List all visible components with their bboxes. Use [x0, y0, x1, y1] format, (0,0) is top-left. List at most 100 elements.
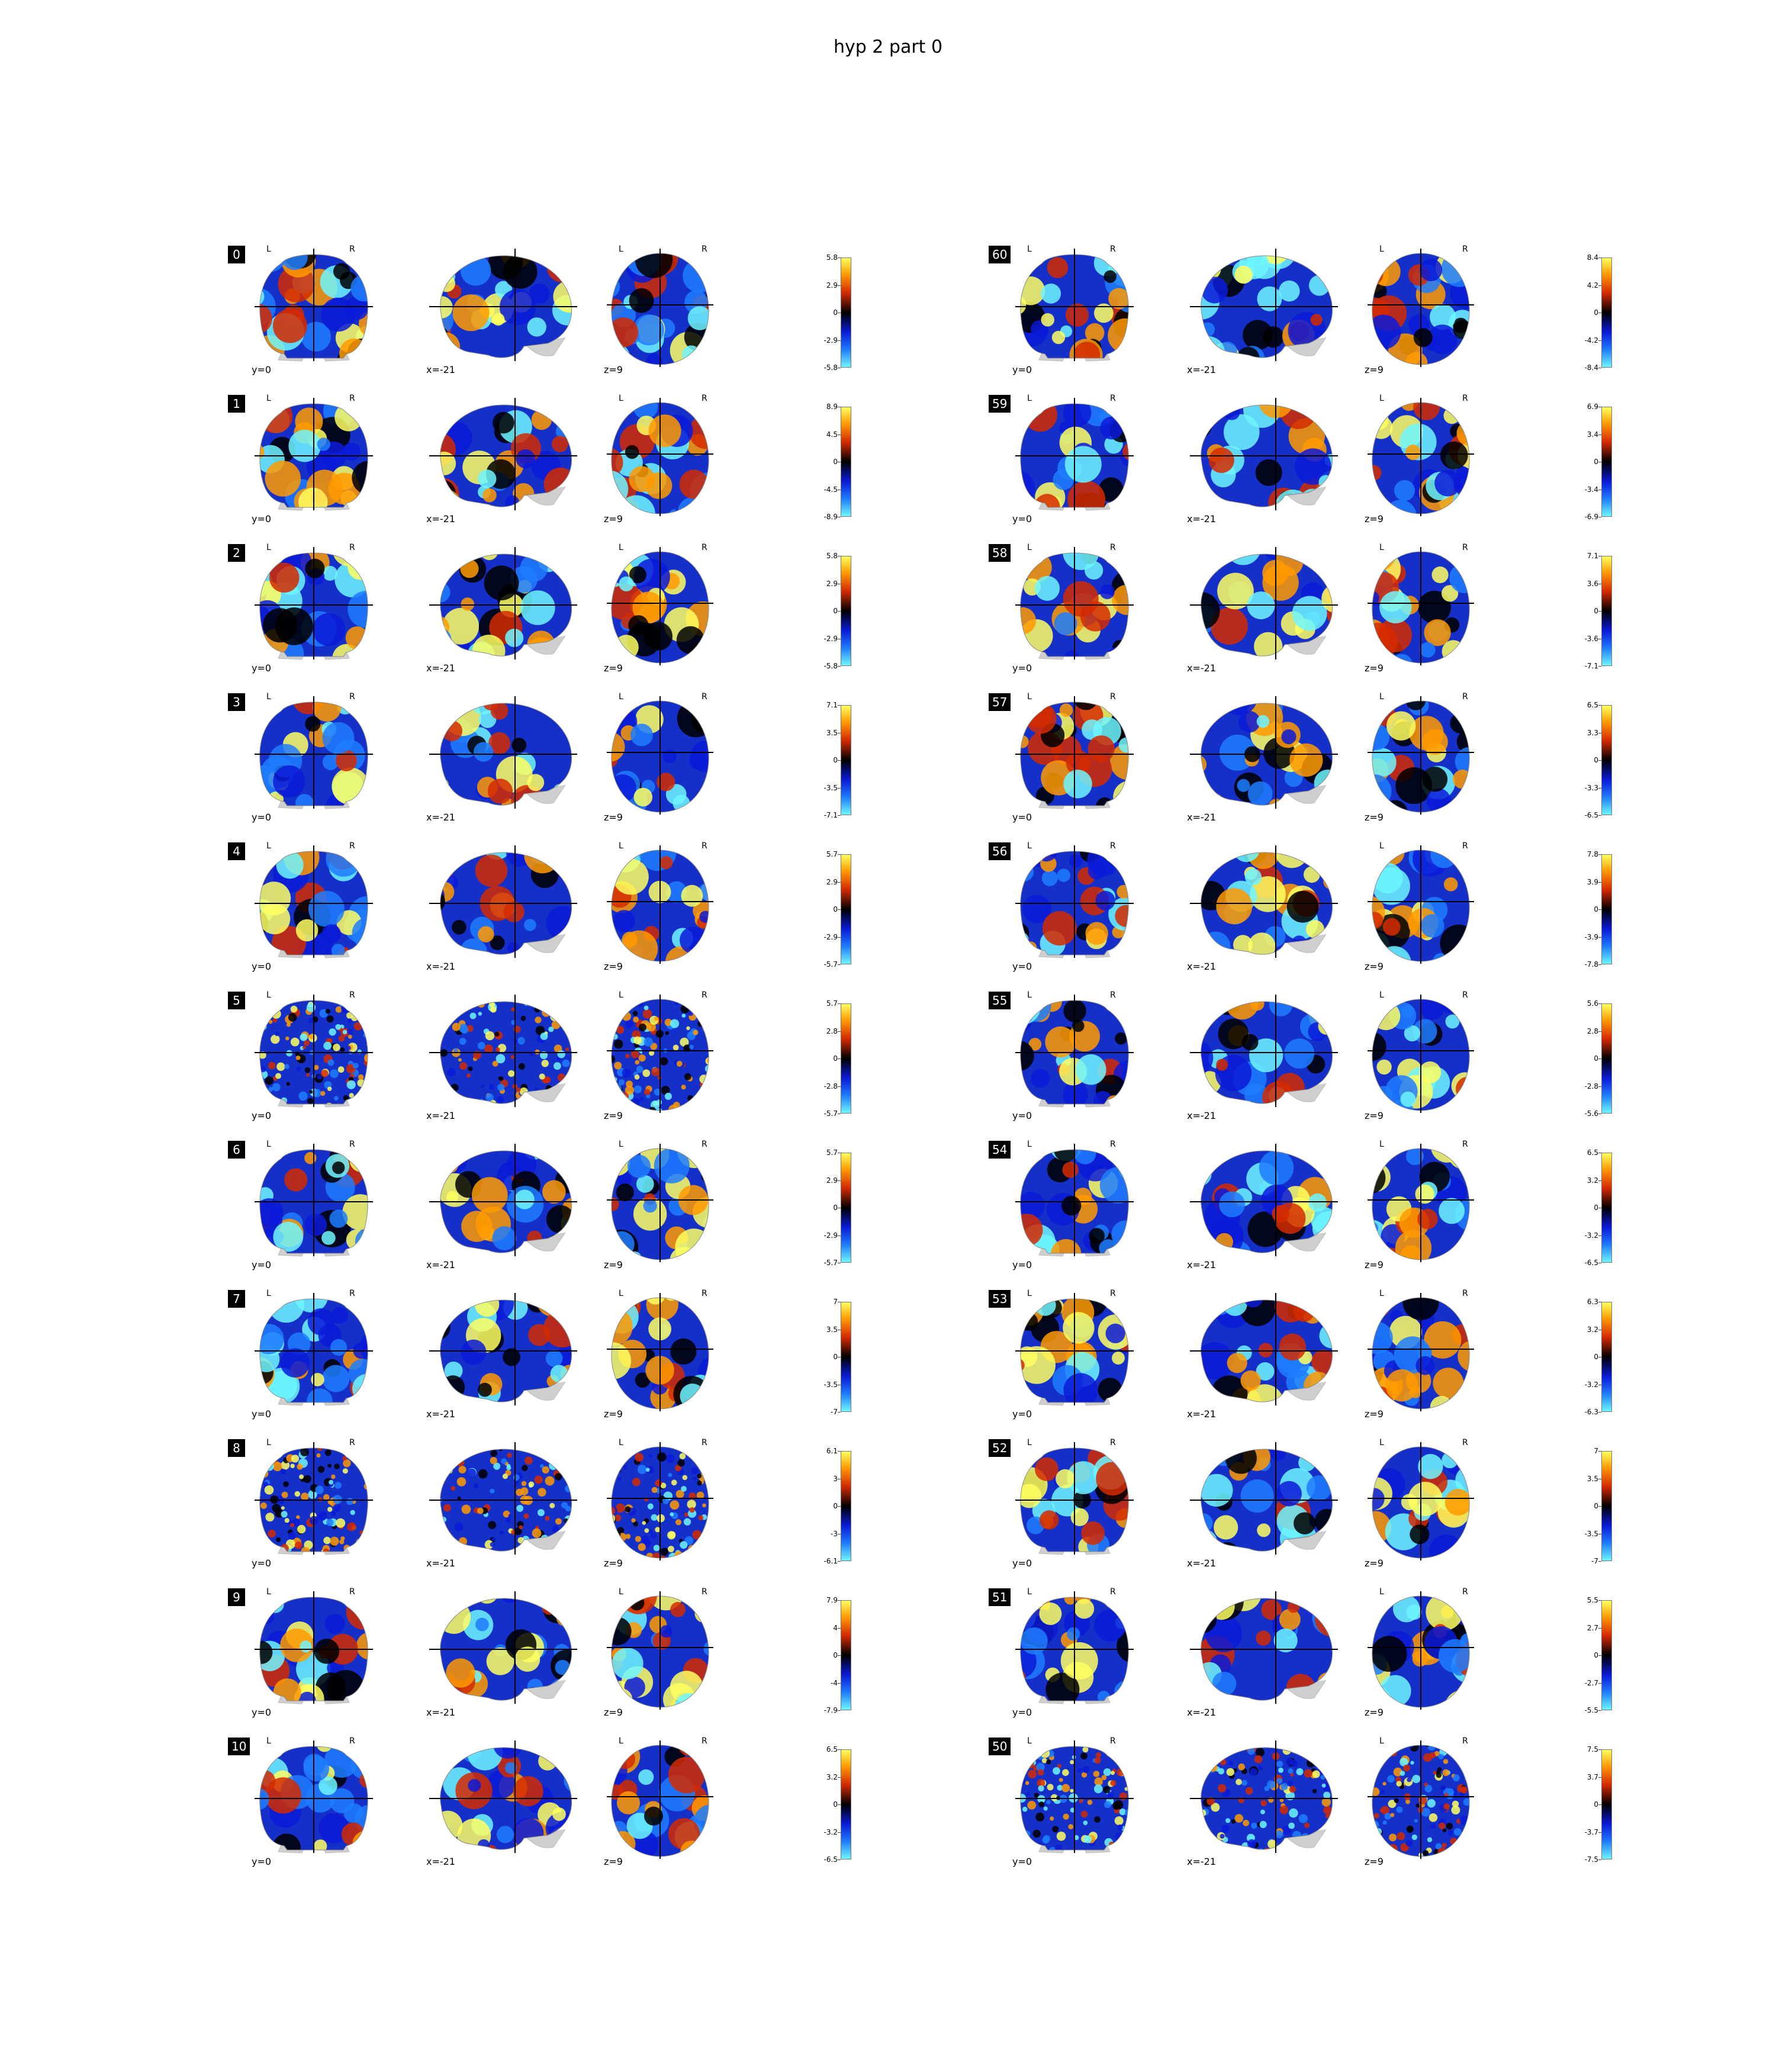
colorbar-tick-mark: [1598, 1003, 1601, 1004]
axial-view: [1368, 1144, 1474, 1262]
colorbar-tick-label: -2.8: [823, 1082, 838, 1090]
colorbar-tick-label: 3.5: [1587, 1474, 1598, 1483]
sagittal-coord-label: x=-21: [426, 1408, 456, 1420]
colorbar-tick-mark: [838, 1655, 841, 1656]
colorbar-tick-mark: [1598, 1749, 1601, 1750]
panel-id-label: 52: [989, 1439, 1011, 1457]
sagittal-coord-label: x=-21: [1187, 1110, 1217, 1121]
colorbar-tick-label: 0: [833, 756, 838, 764]
right-marker: R: [349, 841, 355, 851]
axial-coord-label: z=9: [604, 662, 623, 674]
colorbar-tick-mark: [1598, 666, 1601, 667]
axial-view: [1368, 1293, 1474, 1411]
colorbar: [841, 1600, 851, 1710]
colorbar: [1601, 705, 1612, 815]
left-marker: L: [1379, 1438, 1384, 1447]
brain-panel: 1 y=0 x=-21 z=9 L R L R 8.9 4.5 0 -4.5 -8.9: [228, 394, 885, 537]
axial-view: [1368, 1591, 1474, 1710]
colorbar-tick-mark: [838, 1506, 841, 1507]
axial-view: [607, 696, 713, 815]
sagittal-coord-label: x=-21: [1187, 812, 1217, 823]
colorbar-tick-label: 4.2: [1587, 281, 1598, 289]
colorbar-tick-mark: [838, 1058, 841, 1059]
axial-view: [1368, 995, 1474, 1113]
colorbar-tick-mark: [1598, 787, 1601, 789]
colorbar-tick-label: -3: [831, 1529, 838, 1538]
axial-view: [1368, 249, 1474, 367]
colorbar-tick-label: 6.1: [826, 1447, 838, 1455]
colorbar-tick-label: 5.8: [826, 253, 838, 262]
left-marker: L: [1379, 394, 1384, 403]
colorbar-tick-label: 6.5: [1587, 1148, 1598, 1157]
axial-coord-label: z=9: [604, 1259, 623, 1270]
brain-panel: 3 y=0 x=-21 z=9 L R L R 7.1 3.5 0 -3.5 -7.1: [228, 692, 885, 835]
coronal-view: [255, 995, 373, 1108]
axial-coord-label: z=9: [1365, 812, 1384, 823]
coronal-view: [1015, 249, 1134, 362]
colorbar-tick-label: 7: [833, 1298, 838, 1306]
brain-panel: 2 y=0 x=-21 z=9 L R L R 5.8 2.9 0 -2.9 -5.8: [228, 543, 885, 686]
coronal-view: [255, 1293, 373, 1406]
left-marker: L: [1027, 990, 1032, 1000]
left-marker: L: [1379, 543, 1384, 552]
colorbar-tick-label: 0: [833, 607, 838, 615]
left-marker: L: [266, 1587, 271, 1597]
right-marker: R: [1110, 1587, 1116, 1597]
colorbar-tick-mark: [1598, 611, 1601, 612]
panel-id-label: 55: [989, 992, 1011, 1009]
right-marker: R: [349, 543, 355, 552]
sagittal-coord-label: x=-21: [426, 1558, 456, 1569]
right-marker: R: [702, 990, 707, 1000]
colorbar-tick-mark: [838, 760, 841, 761]
colorbar-tick-mark: [838, 1086, 841, 1087]
right-marker: R: [349, 1438, 355, 1447]
coronal-view: [1015, 1740, 1134, 1854]
colorbar-tick-label: -4.5: [823, 485, 838, 494]
colorbar-tick-label: 0: [833, 905, 838, 913]
sagittal-coord-label: x=-21: [1187, 1856, 1217, 1867]
colorbar-tick-label: -5.5: [1584, 1706, 1598, 1714]
colorbar: [1601, 854, 1612, 964]
panel-id-label: 5: [228, 992, 245, 1009]
colorbar-tick-mark: [1598, 1180, 1601, 1181]
colorbar-tick-label: 0: [1594, 1353, 1598, 1361]
sagittal-view: [429, 1144, 577, 1256]
left-marker: L: [619, 841, 623, 851]
colorbar-tick-label: 8.4: [1587, 253, 1598, 262]
coronal-view: [1015, 1442, 1134, 1555]
colorbar: [1601, 258, 1612, 368]
right-marker: R: [1462, 394, 1468, 403]
axial-view: [1368, 547, 1474, 665]
axial-coord-label: z=9: [1365, 513, 1384, 525]
coronal-coord-label: y=0: [1012, 1110, 1032, 1121]
colorbar-tick-label: -5.8: [823, 363, 838, 372]
colorbar-tick-mark: [1598, 881, 1601, 883]
sagittal-view: [429, 845, 577, 958]
colorbar-tick-label: -3.2: [1584, 1380, 1598, 1389]
colorbar: [841, 556, 851, 666]
left-marker: L: [266, 543, 271, 552]
colorbar: [1601, 1003, 1612, 1114]
coronal-coord-label: y=0: [1012, 812, 1032, 823]
right-marker: R: [1462, 543, 1468, 552]
sagittal-view: [429, 696, 577, 809]
colorbar-tick-label: -6.3: [1584, 1408, 1598, 1416]
left-marker: L: [619, 1289, 623, 1298]
colorbar-tick-label: 0: [833, 308, 838, 317]
left-marker: L: [619, 244, 623, 254]
colorbar: [1601, 556, 1612, 666]
panel-id-label: 6: [228, 1141, 245, 1159]
coronal-view: [255, 547, 373, 660]
sagittal-view: [429, 1740, 577, 1853]
brain-panel: 60 y=0 x=-21 z=9 L R L R 8.4 4.2 0 -4.2 -8.4: [989, 244, 1646, 388]
colorbar-tick-label: 3.5: [826, 1325, 838, 1334]
left-marker: L: [619, 990, 623, 1000]
colorbar-tick-label: 0: [1594, 458, 1598, 466]
right-marker: R: [702, 543, 707, 552]
left-marker: L: [266, 1289, 271, 1298]
right-marker: R: [1110, 244, 1116, 254]
right-marker: R: [1462, 1140, 1468, 1149]
coronal-view: [255, 249, 373, 362]
right-marker: R: [702, 244, 707, 254]
brain-panel: 57 y=0 x=-21 z=9 L R L R 6.5 3.3 0 -3.3 -6.5: [989, 692, 1646, 835]
